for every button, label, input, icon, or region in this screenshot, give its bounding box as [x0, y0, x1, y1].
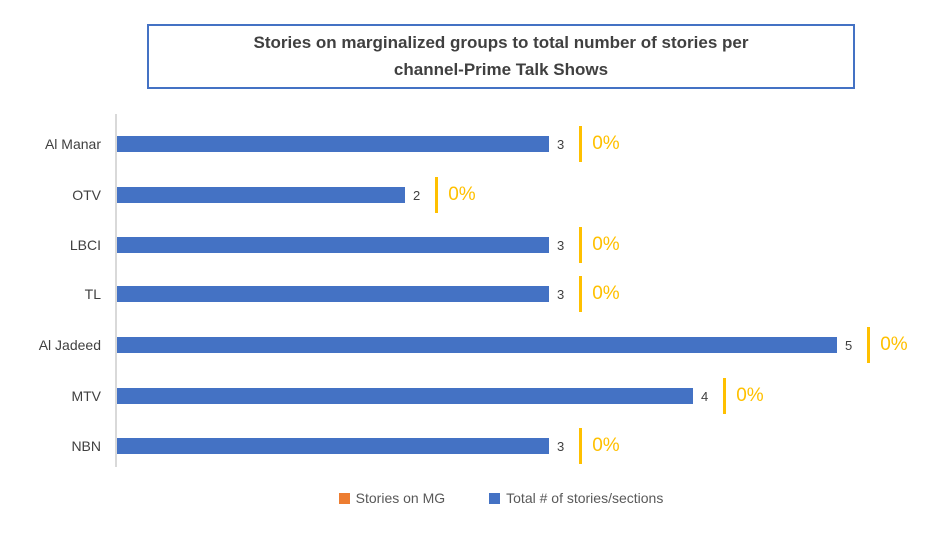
chart-row-mtv: MTV 4 0% [0, 371, 764, 421]
total-stories-bar [117, 136, 549, 152]
chart-title-box: Stories on marginalized groups to total … [147, 24, 855, 89]
category-label: OTV [72, 187, 101, 203]
mg-zero-tick [435, 177, 439, 213]
mg-zero-tick [579, 428, 583, 464]
mg-zero-tick [723, 378, 727, 414]
legend-item-stories-on-mg: Stories on MG [338, 490, 446, 506]
category-label: Al Manar [44, 136, 101, 152]
bar-value-label: 3 [557, 136, 565, 152]
total-stories-bar [117, 438, 549, 454]
mg-percent-label: 0% [592, 133, 620, 154]
mg-zero-tick [579, 276, 583, 312]
total-stories-bar [117, 187, 405, 203]
chart-title-line1: Stories on marginalized groups to total … [253, 33, 749, 53]
bar-value-label: 5 [845, 337, 853, 353]
mg-zero-tick [867, 327, 871, 363]
bar-value-label: 4 [701, 388, 709, 404]
bar-value-label: 3 [557, 237, 565, 253]
mg-zero-tick [579, 126, 583, 162]
mg-percent-label: 0% [592, 234, 620, 255]
mg-percent-label: 0% [592, 435, 620, 456]
total-stories-bar [117, 388, 693, 404]
category-label: LBCI [69, 237, 101, 253]
legend-item-total-stories: Total # of stories/sections [489, 490, 663, 506]
bar-value-label: 3 [557, 286, 565, 302]
mg-percent-label: 0% [880, 334, 908, 355]
chart-title-line2: channel-Prime Talk Shows [393, 59, 609, 79]
total-stories-bar [117, 286, 549, 302]
chart-row-tl: TL 3 0% [0, 269, 620, 319]
category-label: TL [84, 286, 101, 302]
legend-label: Stories on MG [355, 490, 446, 506]
legend-label: Total # of stories/sections [506, 490, 664, 506]
mg-percent-label: 0% [448, 184, 476, 205]
chart-row-nbn: NBN 3 0% [0, 421, 620, 471]
mg-zero-tick [579, 227, 583, 263]
category-label: MTV [71, 388, 101, 404]
bar-value-label: 2 [413, 187, 421, 203]
legend-swatch-blue-icon [489, 492, 501, 504]
chart-row-al-manar: Al Manar 3 0% [0, 119, 620, 169]
category-label: NBN [71, 438, 101, 454]
bar-value-label: 3 [557, 438, 565, 454]
category-label: Al Jadeed [38, 337, 101, 353]
mg-percent-label: 0% [736, 385, 764, 406]
chart-row-al-jadeed: Al Jadeed 5 0% [0, 320, 908, 370]
mg-percent-label: 0% [592, 283, 620, 304]
legend-swatch-orange-icon [338, 492, 350, 504]
chart-legend: Stories on MG Total # of stories/section… [0, 490, 936, 506]
chart-row-lbci: LBCI 3 0% [0, 220, 620, 270]
chart-row-otv: OTV 2 0% [0, 170, 476, 220]
total-stories-bar [117, 237, 549, 253]
y-axis-line [115, 114, 117, 467]
total-stories-bar [117, 337, 837, 353]
